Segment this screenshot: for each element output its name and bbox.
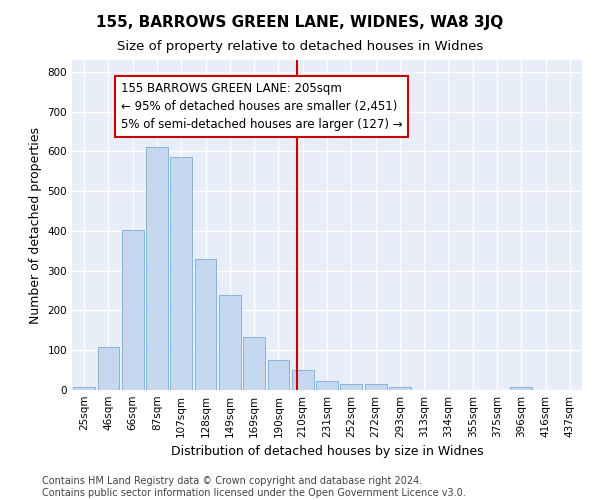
- Bar: [219, 294, 241, 390]
- Bar: [340, 384, 362, 390]
- Bar: [170, 157, 192, 390]
- Bar: [73, 387, 95, 390]
- Bar: [292, 370, 314, 390]
- Bar: [146, 148, 168, 390]
- Bar: [316, 382, 338, 390]
- Bar: [511, 387, 532, 390]
- Text: 155, BARROWS GREEN LANE, WIDNES, WA8 3JQ: 155, BARROWS GREEN LANE, WIDNES, WA8 3JQ: [97, 15, 503, 30]
- Text: 155 BARROWS GREEN LANE: 205sqm
← 95% of detached houses are smaller (2,451)
5% o: 155 BARROWS GREEN LANE: 205sqm ← 95% of …: [121, 82, 402, 131]
- Text: Contains HM Land Registry data © Crown copyright and database right 2024.
Contai: Contains HM Land Registry data © Crown c…: [42, 476, 466, 498]
- Bar: [122, 230, 143, 390]
- Bar: [389, 387, 411, 390]
- Bar: [243, 337, 265, 390]
- Y-axis label: Number of detached properties: Number of detached properties: [29, 126, 42, 324]
- X-axis label: Distribution of detached houses by size in Widnes: Distribution of detached houses by size …: [170, 446, 484, 458]
- Bar: [194, 259, 217, 390]
- Bar: [365, 384, 386, 390]
- Bar: [97, 348, 119, 390]
- Text: Size of property relative to detached houses in Widnes: Size of property relative to detached ho…: [117, 40, 483, 53]
- Bar: [268, 360, 289, 390]
